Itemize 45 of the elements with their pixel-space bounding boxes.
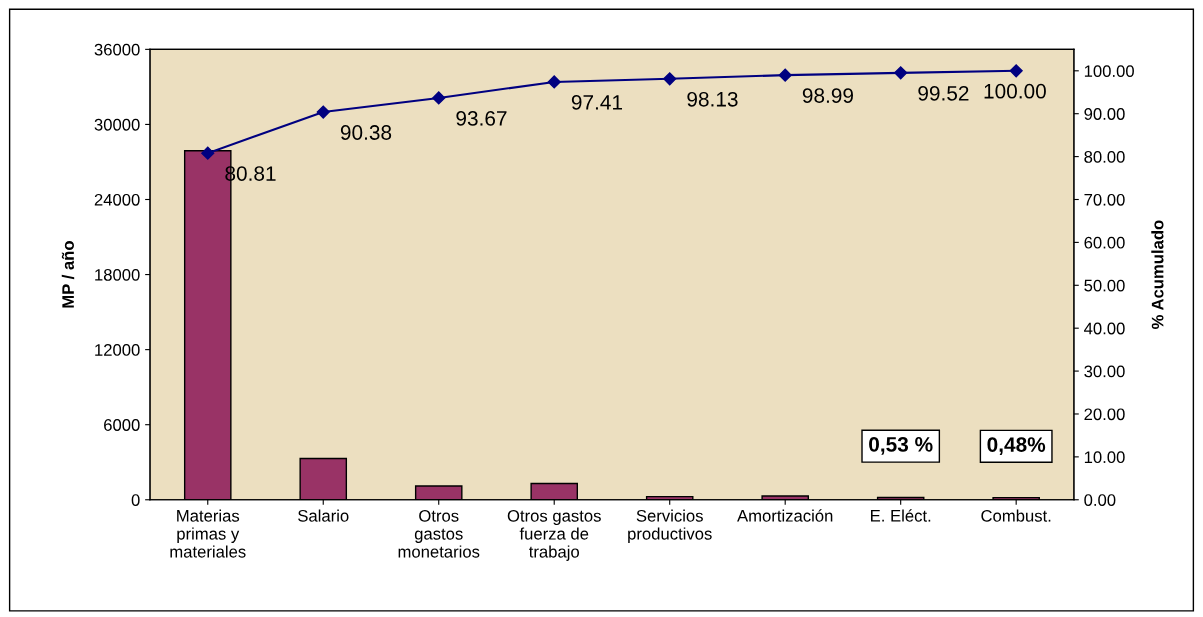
point <box>432 91 446 105</box>
x-tick-label: Combust. <box>981 509 1051 522</box>
data-label: 99.52 <box>918 85 969 101</box>
y2-tick-label: 70.00 <box>1084 193 1125 206</box>
data-label: 100.00 <box>984 83 1046 99</box>
x-tick-label: Otros gastos fuerza de trabajo <box>507 509 601 561</box>
y2-tick-label: 40.00 <box>1084 322 1125 335</box>
y2-tick-label: 60.00 <box>1084 236 1125 249</box>
x-tick-label: E. Eléct. <box>871 509 931 522</box>
data-label: 98.13 <box>687 91 738 107</box>
y-axis-title: MP / año <box>61 241 75 308</box>
y-tick-label: 18000 <box>95 268 140 281</box>
y-tick-label: 6000 <box>104 419 140 431</box>
point <box>201 146 215 160</box>
data-label: 98.99 <box>802 88 854 103</box>
point <box>663 72 677 86</box>
y2-tick-label: 0.00 <box>1084 494 1116 506</box>
point <box>894 66 908 80</box>
y-tick-label: 24000 <box>94 193 140 206</box>
point <box>316 105 330 119</box>
y2-tick-label: 80.00 <box>1084 151 1125 163</box>
y2-tick-label: 30.00 <box>1084 365 1125 378</box>
point <box>1009 64 1023 78</box>
annotation: 0,53 % <box>869 436 933 455</box>
y2-tick-label: 20.00 <box>1084 408 1125 421</box>
y-tick-label: 30000 <box>94 118 140 131</box>
point <box>547 75 561 89</box>
x-tick-label: Materias primas y materiales <box>170 509 246 558</box>
y2-tick-label: 10.00 <box>1084 451 1125 464</box>
x-tick-label: Otros gastos monetarios <box>398 509 480 558</box>
point <box>778 68 792 82</box>
data-label: 93.67 <box>456 111 507 126</box>
x-tick-label: Salario <box>298 509 349 522</box>
y2-tick-label: 90.00 <box>1084 108 1125 120</box>
y-tick-label: 36000 <box>94 43 140 56</box>
x-tick-label: Servicios productivos <box>628 509 712 543</box>
x-tick-label: Amortización <box>737 509 833 522</box>
annotation: 0,48% <box>987 437 1046 455</box>
data-label: 90.38 <box>340 125 392 140</box>
y2-tick-label: 100.00 <box>1084 65 1134 78</box>
y2-axis-title: % Acumulado <box>1151 220 1164 329</box>
y-tick-label: 12000 <box>95 344 140 356</box>
data-label: 97.41 <box>571 94 623 110</box>
y-tick-label: 0 <box>131 494 140 506</box>
y2-tick-label: 50.00 <box>1084 279 1125 292</box>
